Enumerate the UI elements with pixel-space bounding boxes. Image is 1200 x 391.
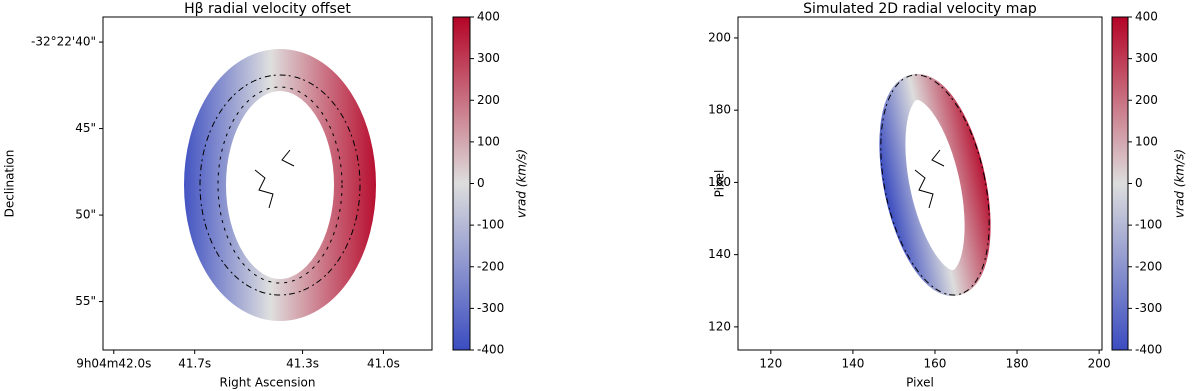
colorbar-tick-label: 100 <box>477 134 500 148</box>
x-tick-label: 41.3s <box>286 357 319 371</box>
colorbar-tick-label: 400 <box>477 10 500 24</box>
colorbar-tick-label: 300 <box>477 51 500 65</box>
colorbar-tick-label: -100 <box>1135 218 1162 232</box>
colorbar-tick-label: 100 <box>1135 134 1158 148</box>
colorbar-label: vrad (km/s) <box>1173 149 1187 218</box>
x-tick-label: 160 <box>924 357 947 371</box>
right-image <box>879 73 991 297</box>
plot-frame <box>102 16 433 351</box>
colorbar-tick-label: -400 <box>477 343 504 357</box>
colorbar-tick-label: 200 <box>1135 93 1158 107</box>
y-tick-label: 180 <box>708 103 731 117</box>
colorbar-tick-label: 0 <box>477 176 485 190</box>
x-tick-label: 9h04m42.0s <box>76 357 151 371</box>
y-axis-label: Pixel <box>713 170 727 198</box>
colorbar-tick-label: 200 <box>477 93 500 107</box>
x-tick-label: 200 <box>1088 357 1111 371</box>
y-tick-label: 120 <box>708 319 731 333</box>
colorbar-tick-label: -400 <box>1135 343 1162 357</box>
chart-title: Simulated 2D radial velocity map <box>803 1 1037 17</box>
plot-frame <box>737 16 1103 351</box>
x-axis-label: Pixel <box>906 376 934 390</box>
y-tick-label: -32°22'40" <box>31 35 96 49</box>
x-axis-label: Right Ascension <box>220 376 316 390</box>
colorbar <box>452 16 471 351</box>
y-tick-label: 160 <box>708 175 731 189</box>
x-tick-label: 41.7s <box>178 357 211 371</box>
colorbar-tick-label: -200 <box>1135 259 1162 273</box>
chart-title: Hβ radial velocity offset <box>184 1 351 17</box>
y-tick-label: 45" <box>75 121 96 135</box>
colorbar-tick-label: 400 <box>1135 10 1158 24</box>
left-image <box>184 49 376 321</box>
y-tick-label: 55" <box>75 294 96 308</box>
y-axis-label: Declination <box>3 150 17 218</box>
colorbar-tick-label: -300 <box>477 301 504 315</box>
colorbar-tick-label: 0 <box>1135 176 1143 190</box>
colorbar-tick-label: -200 <box>477 259 504 273</box>
colorbar-tick-label: -300 <box>1135 301 1162 315</box>
colorbar-tick-label: 300 <box>1135 51 1158 65</box>
colorbar-label: vrad (km/s) <box>515 149 529 218</box>
y-tick-label: 50" <box>75 208 96 222</box>
x-tick-label: 41.0s <box>367 357 400 371</box>
colorbar-tick-label: -100 <box>477 218 504 232</box>
x-tick-label: 120 <box>759 357 782 371</box>
x-tick-label: 140 <box>841 357 864 371</box>
colorbar <box>1111 16 1129 351</box>
y-tick-label: 140 <box>708 247 731 261</box>
x-tick-label: 180 <box>1006 357 1029 371</box>
y-tick-label: 200 <box>708 30 731 44</box>
